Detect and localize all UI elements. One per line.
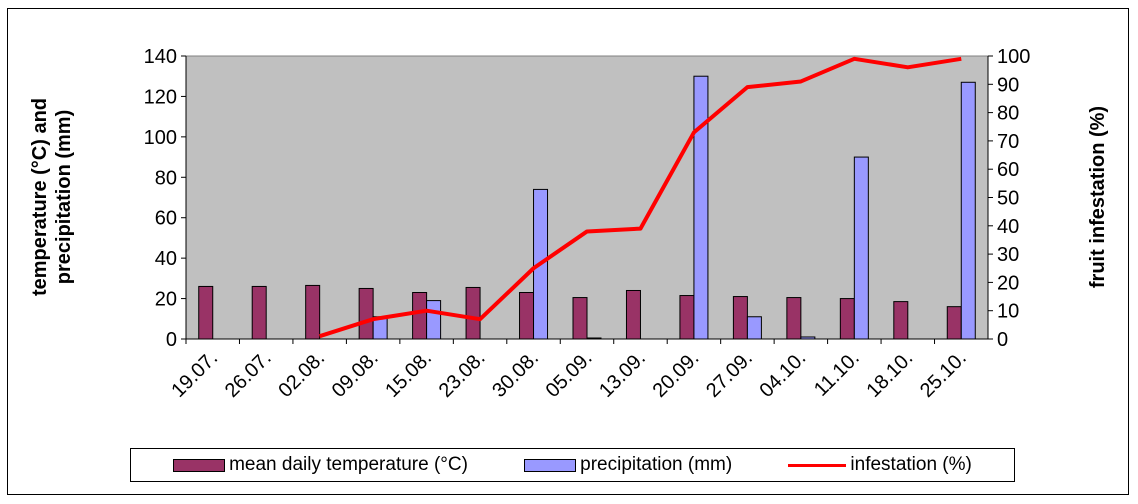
- legend-label-infestation: infestation (%): [850, 454, 972, 475]
- precipitation-bar: [426, 300, 442, 340]
- right-tick-label: 10: [997, 301, 1019, 323]
- precipitation-bar: [746, 316, 762, 340]
- right-tick-label: 100: [997, 46, 1030, 68]
- x-tick-label: 20.09.: [649, 347, 704, 402]
- right-tick-label: 30: [997, 244, 1019, 266]
- x-tick-label: 09.08.: [328, 347, 383, 402]
- temperature-bar: [412, 292, 428, 340]
- temperature-bar: [198, 285, 214, 340]
- x-tick-label: 04.10.: [756, 347, 811, 402]
- legend-swatch-precipitation: [524, 458, 577, 472]
- temperature-bar: [679, 295, 695, 340]
- temperature-bar: [251, 285, 267, 340]
- temperature-bar: [893, 301, 909, 340]
- temperature-bar: [839, 298, 855, 340]
- legend-item-temperature: mean daily temperature (°C): [173, 454, 468, 476]
- x-tick-label: 05.09.: [542, 347, 597, 402]
- right-axis-title: fruit infestation (%): [1087, 106, 1109, 288]
- left-axis-title-line2: precipitation (mm): [53, 110, 75, 284]
- x-tick-label: 11.10.: [810, 347, 864, 401]
- precipitation-bar: [693, 75, 709, 340]
- infestation-line: [319, 56, 962, 339]
- legend: mean daily temperature (°C) precipitatio…: [130, 448, 1015, 482]
- temperature-bar: [625, 289, 641, 340]
- left-tick-label: 60: [155, 208, 177, 230]
- temperature-bar: [946, 306, 962, 340]
- right-tick-label: 90: [997, 74, 1019, 96]
- precipitation-bar: [960, 81, 976, 340]
- legend-label-precipitation: precipitation (mm): [580, 454, 733, 475]
- temperature-bar: [732, 296, 748, 340]
- legend-item-precipitation: precipitation (mm): [524, 454, 732, 476]
- legend-swatch-infestation: [788, 463, 847, 467]
- x-tick-label: 25.10.: [916, 347, 971, 402]
- temperature-bar: [305, 284, 321, 340]
- x-tick-label: 19.07.: [167, 347, 222, 402]
- right-tick-label: 20: [997, 272, 1019, 294]
- right-tick-label: 60: [997, 159, 1019, 181]
- x-tick-label: 02.08.: [274, 347, 329, 402]
- left-axis-title-line1: temperature (°C) and: [29, 98, 51, 296]
- temperature-bar: [465, 286, 481, 340]
- legend-label-temperature: mean daily temperature (°C): [229, 454, 468, 475]
- x-tick-label: 13.09.: [595, 347, 650, 402]
- x-tick-label: 15.08.: [381, 347, 436, 402]
- legend-swatch-temperature: [173, 458, 226, 472]
- right-tick-label: 50: [997, 188, 1019, 210]
- temperature-bar: [519, 292, 535, 340]
- x-tick-label: 30.08.: [488, 347, 543, 402]
- temperature-bar: [358, 287, 374, 340]
- left-tick-label: 80: [155, 167, 177, 189]
- temperature-bar: [786, 297, 802, 340]
- right-tick-label: 40: [997, 216, 1019, 238]
- right-tick-label: 80: [997, 103, 1019, 125]
- x-tick-label: 27.09.: [702, 347, 757, 402]
- legend-item-infestation: infestation (%): [788, 454, 972, 476]
- right-tick-label: 0: [997, 329, 1008, 351]
- left-tick-label: 40: [155, 248, 177, 270]
- x-tick-label: 26.07.: [221, 347, 276, 402]
- left-tick-label: 120: [144, 86, 177, 108]
- left-tick-label: 100: [144, 127, 177, 149]
- left-tick-label: 140: [144, 46, 177, 68]
- x-tick-label: 18.10.: [862, 347, 917, 402]
- precipitation-bar: [853, 156, 869, 340]
- temperature-bar: [572, 297, 588, 340]
- right-tick-label: 70: [997, 131, 1019, 153]
- x-tick-label: 23.08.: [435, 347, 490, 402]
- left-tick-label: 20: [155, 289, 177, 311]
- left-tick-label: 0: [166, 329, 177, 351]
